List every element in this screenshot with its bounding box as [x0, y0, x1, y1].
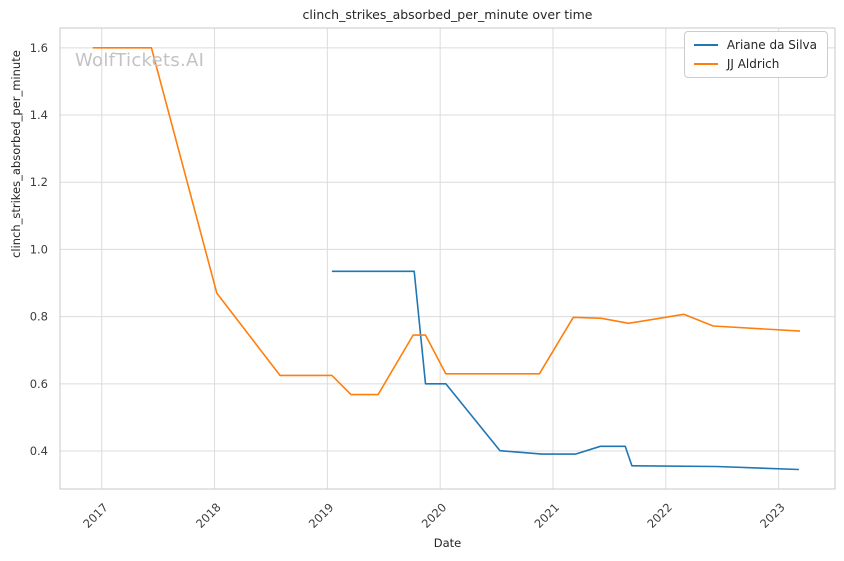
series-line-jj-aldrich — [92, 46, 801, 396]
x-tick-label: 2022 — [644, 500, 675, 531]
y-tick-label: 0.4 — [30, 444, 48, 458]
legend-line-icon — [693, 44, 718, 46]
y-tick-label: 1.6 — [30, 41, 48, 55]
legend-label: JJ Aldrich — [726, 57, 780, 71]
watermark-text: WolfTickets.AI — [75, 50, 205, 71]
x-tick-label: 2017 — [80, 500, 111, 531]
legend-label: Ariane da Silva — [726, 38, 817, 52]
x-tick-label: 2021 — [531, 500, 562, 531]
legend-item: Ariane da Silva — [693, 38, 817, 52]
chart-title: clinch_strikes_absorbed_per_minute over … — [302, 7, 593, 22]
x-tick-label: 2020 — [419, 500, 450, 531]
y-tick-label: 1.4 — [30, 108, 48, 122]
x-axis-label: Date — [433, 536, 462, 550]
y-tick-label: 1.0 — [30, 242, 48, 256]
legend-line-icon — [693, 63, 718, 65]
legend-item: JJ Aldrich — [693, 57, 817, 71]
axes-spines — [59, 27, 836, 490]
x-tick-label: 2019 — [306, 500, 337, 531]
series-line-ariane-da-silva — [331, 270, 799, 471]
y-tick-label: 0.8 — [30, 310, 48, 324]
y-tick-label: 0.6 — [30, 377, 48, 391]
x-tick-label: 2018 — [193, 500, 224, 531]
x-tick-label: 2023 — [757, 500, 788, 531]
legend: Ariane da Silva JJ Aldrich — [683, 31, 828, 78]
y-tick-label: 1.2 — [30, 175, 48, 189]
